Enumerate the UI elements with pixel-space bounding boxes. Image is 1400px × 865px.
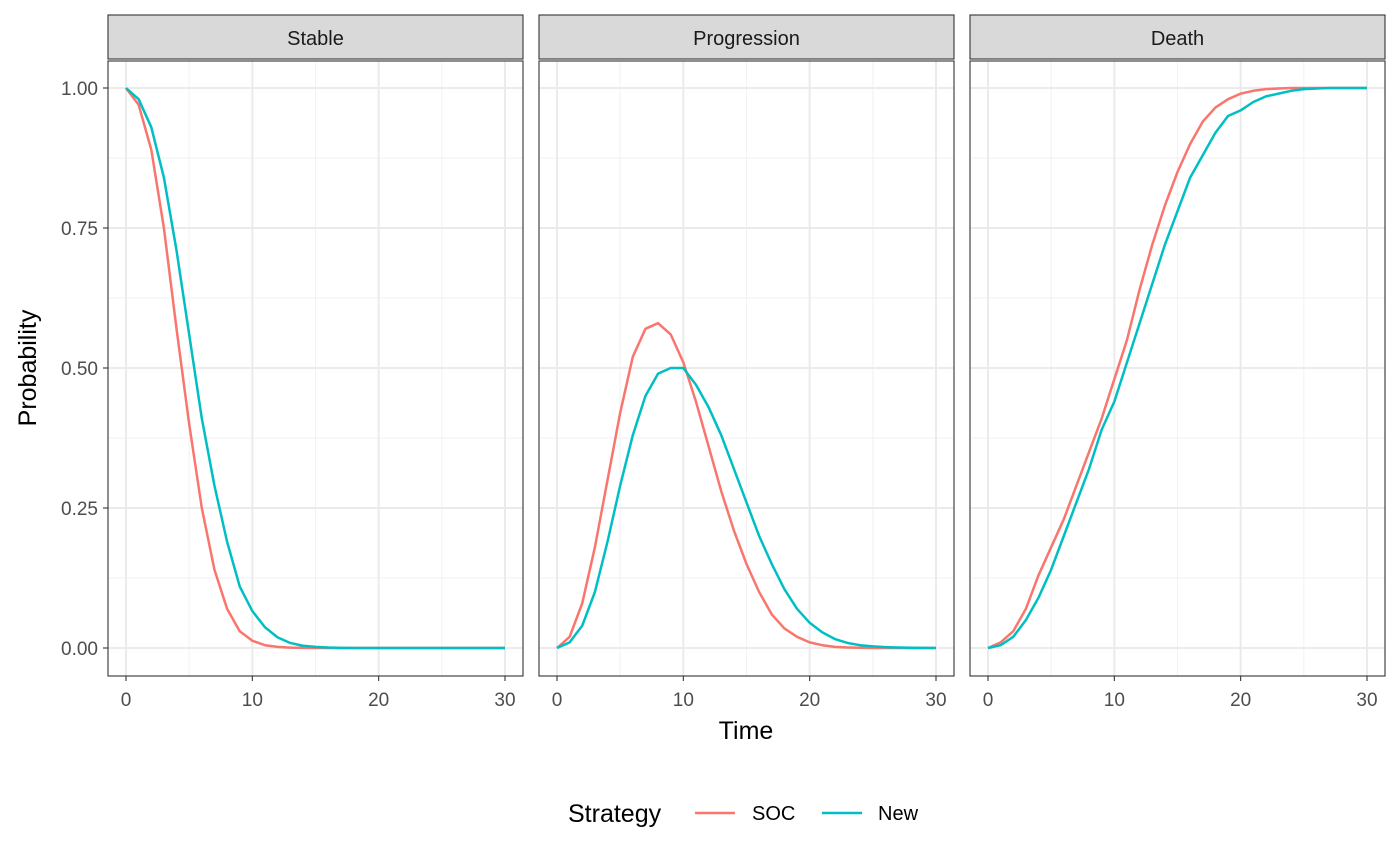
x-tick-label: 30: [1356, 690, 1377, 711]
x-tick-label: 0: [121, 690, 132, 711]
y-tick-label: 1.00: [61, 79, 98, 100]
legend-title: Strategy: [568, 800, 662, 828]
x-tick-label: 30: [925, 690, 946, 711]
x-tick-label: 20: [368, 690, 389, 711]
y-tick-label: 0.50: [61, 359, 98, 380]
x-tick-label: 30: [494, 690, 515, 711]
x-tick-label: 10: [673, 690, 694, 711]
series-line-soc: [556, 321, 936, 650]
y-tick-label: 0.75: [61, 219, 98, 240]
x-tick-label: 10: [242, 690, 263, 711]
y-tick-label: 0.25: [61, 499, 98, 520]
panel-border: [969, 60, 1386, 677]
panel-progression: Progression 0 10 20 30: [538, 14, 955, 711]
strip-progression: [538, 14, 955, 60]
x-tick-label: 20: [799, 690, 820, 711]
y-axis-title: Probability: [14, 309, 42, 426]
strip-label-progression: Progression: [693, 28, 800, 50]
x-tick-label: 0: [552, 690, 563, 711]
legend-label-new: New: [878, 803, 919, 825]
legend-label-soc: SOC: [752, 803, 795, 825]
series-line-new: [125, 87, 505, 650]
x-tick-label: 20: [1230, 690, 1251, 711]
legend: Strategy SOC New: [568, 800, 919, 828]
strip-label-death: Death: [1151, 28, 1204, 50]
x-axis-title: Time: [719, 717, 774, 745]
series-line-new: [987, 86, 1367, 650]
y-tick-label: 0.00: [61, 639, 98, 660]
strip-death: [969, 14, 1386, 60]
panel-border: [538, 60, 955, 677]
panel-stable: Stable 0 10 20 30: [107, 14, 524, 711]
y-axis: 0.00 0.25 0.50 0.75 1.00: [61, 79, 108, 660]
facet-panels: Stable 0 10 20 30 Progression 0 10 20 30 Death 0 10 2…: [107, 14, 1386, 711]
panel-death: Death 0 10 20 30: [969, 14, 1386, 711]
series-line-new: [556, 366, 937, 650]
x-tick-label: 0: [983, 690, 994, 711]
x-tick-label: 10: [1104, 690, 1125, 711]
strip-label-stable: Stable: [287, 28, 344, 50]
strip-stable: [107, 14, 524, 60]
